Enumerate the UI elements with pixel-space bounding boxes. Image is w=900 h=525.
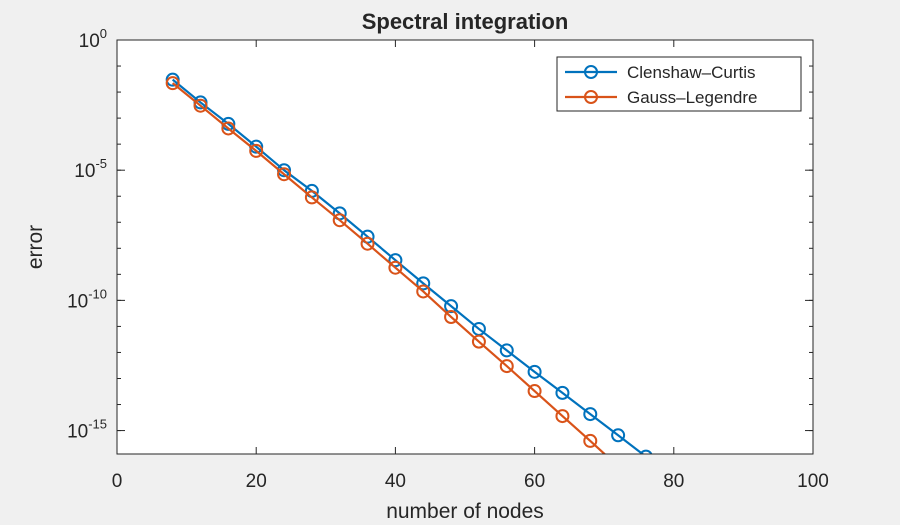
series-line: [171, 82, 607, 454]
series-line: [674, 474, 785, 497]
legend-marker-clenshaw: [584, 65, 598, 79]
series-layer: [165, 72, 791, 525]
data-point: [555, 409, 570, 424]
y-tick-label: 10-10: [67, 286, 107, 312]
legend-label-clenshaw: Clenshaw–Curtis: [627, 63, 756, 82]
legend-label-gauss: Gauss–Legendre: [627, 88, 757, 107]
data-point: [360, 236, 375, 251]
plot-frame: [116, 39, 814, 455]
data-point: [751, 468, 763, 480]
x-tick-label: 100: [797, 471, 829, 492]
y-tick-label: 10-5: [74, 156, 107, 182]
series-line: [171, 78, 645, 454]
y-tick-label: 100: [79, 26, 107, 52]
data-point: [527, 384, 542, 399]
data-point: [388, 253, 403, 268]
x-axis-label: number of nodes: [386, 500, 544, 523]
x-tick-label: 20: [246, 471, 267, 492]
data-point: [388, 260, 403, 275]
data-point: [583, 407, 598, 422]
data-point: [612, 460, 624, 472]
legend: Clenshaw–Curtis Gauss–Legendre: [556, 56, 802, 112]
data-point: [165, 76, 180, 91]
data-point: [444, 309, 459, 324]
legend-box: [556, 56, 802, 112]
data-point: [249, 143, 264, 158]
ticks-layer: 0 20 40 60 80 100 100 10-5 10-10 10-15: [67, 26, 829, 492]
x-tick-label: 40: [385, 471, 406, 492]
data-point: [611, 428, 626, 443]
x-tick-label: 80: [663, 471, 684, 492]
data-point: [416, 284, 431, 299]
data-point: [416, 276, 431, 291]
data-point: [221, 121, 236, 136]
data-point: [639, 449, 653, 454]
data-point: [779, 468, 791, 480]
y-axis-label: error: [24, 225, 47, 269]
data-point: [193, 98, 208, 113]
data-point: [332, 213, 347, 228]
data-point: [527, 364, 542, 379]
data-point: [668, 490, 680, 502]
data-point: [696, 479, 708, 491]
y-tick-label: 10-15: [67, 417, 107, 443]
data-point: [499, 359, 514, 374]
chart-title: Spectral integration: [362, 9, 569, 34]
legend-marker-gauss: [584, 90, 598, 104]
series-1: [165, 76, 791, 502]
data-point: [471, 334, 486, 349]
data-point: [499, 343, 514, 358]
x-tick-label: 60: [524, 471, 545, 492]
data-point: [723, 490, 735, 502]
data-point: [696, 491, 708, 503]
x-tick-label: 0: [112, 471, 123, 492]
data-point: [277, 167, 292, 182]
data-point: [444, 299, 459, 314]
data-point: [555, 385, 570, 400]
data-point: [583, 433, 598, 448]
data-point: [723, 513, 735, 525]
data-point: [304, 190, 319, 205]
